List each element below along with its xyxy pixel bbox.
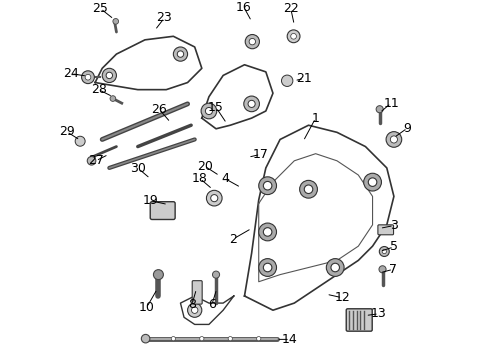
Circle shape [212,271,219,278]
Text: 26: 26 [151,103,167,116]
Text: 12: 12 [334,291,349,304]
Circle shape [191,307,198,314]
Circle shape [199,337,203,341]
Circle shape [258,258,276,276]
Text: 9: 9 [403,122,410,135]
Text: 23: 23 [156,11,172,24]
Circle shape [141,334,150,343]
Circle shape [206,190,222,206]
Circle shape [153,270,163,280]
Circle shape [177,51,183,57]
Circle shape [248,39,255,45]
Circle shape [299,180,317,198]
Text: 21: 21 [296,72,311,85]
Text: 6: 6 [207,298,215,311]
FancyBboxPatch shape [346,309,371,331]
Text: 20: 20 [196,159,212,173]
Text: 30: 30 [130,162,146,175]
Circle shape [367,178,376,186]
Text: 22: 22 [282,2,298,15]
Circle shape [286,30,299,43]
Circle shape [363,173,381,191]
Circle shape [256,337,260,341]
Circle shape [171,337,175,341]
Text: 14: 14 [282,333,297,346]
Circle shape [187,303,202,317]
Text: 29: 29 [59,125,74,138]
FancyBboxPatch shape [150,202,175,220]
Circle shape [75,136,85,146]
Text: 18: 18 [192,172,207,185]
Circle shape [205,107,212,114]
Text: 17: 17 [252,148,268,161]
Text: 11: 11 [383,97,398,110]
Text: 7: 7 [388,263,396,276]
Circle shape [263,181,271,190]
Text: 8: 8 [187,298,196,311]
Text: 27: 27 [88,154,103,167]
Circle shape [389,136,397,143]
Circle shape [375,106,383,113]
Text: 3: 3 [389,219,397,232]
Circle shape [263,228,271,236]
Circle shape [304,185,312,194]
Text: 4: 4 [221,172,228,185]
Text: 1: 1 [311,112,319,125]
Text: 24: 24 [63,67,79,80]
Circle shape [330,263,339,272]
FancyBboxPatch shape [192,281,202,304]
Circle shape [228,337,232,341]
Circle shape [106,72,112,78]
Circle shape [386,132,401,147]
Circle shape [81,71,94,84]
Circle shape [173,47,187,61]
Circle shape [244,96,259,112]
Text: 16: 16 [235,1,251,14]
Circle shape [247,100,255,107]
Circle shape [382,249,386,254]
Text: 25: 25 [92,2,108,15]
Text: 19: 19 [142,194,158,207]
Circle shape [263,263,271,272]
Text: 15: 15 [208,101,224,114]
Circle shape [110,96,116,102]
Circle shape [379,247,388,256]
Circle shape [210,195,217,202]
Text: 10: 10 [139,301,154,314]
Circle shape [113,18,118,24]
Text: 5: 5 [389,240,397,253]
Circle shape [244,35,259,49]
Text: 13: 13 [370,307,386,320]
Circle shape [85,75,91,80]
Text: 2: 2 [229,233,237,246]
Circle shape [102,68,116,82]
Text: 28: 28 [91,83,106,96]
Circle shape [325,258,344,276]
FancyBboxPatch shape [377,225,393,235]
Circle shape [258,223,276,241]
Circle shape [87,157,96,165]
Circle shape [201,103,216,119]
Circle shape [281,75,292,86]
Circle shape [290,33,296,39]
Circle shape [258,177,276,195]
Circle shape [378,266,386,273]
